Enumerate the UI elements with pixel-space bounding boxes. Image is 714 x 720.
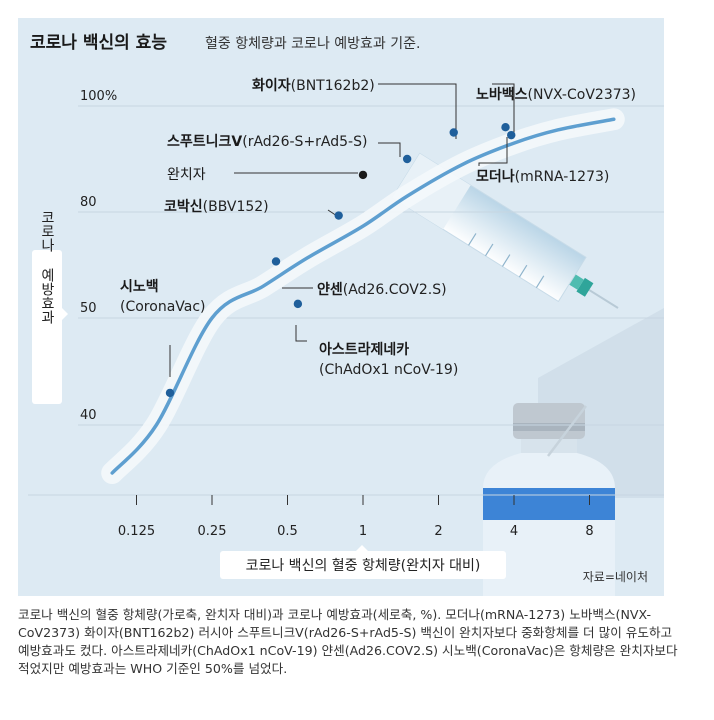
data-point [507,130,516,140]
point-label: 노바백스(NVX-CoV2373) [476,87,636,103]
y-tick-label: 100% [80,89,117,104]
point-label: 아스트라제네카 (ChAdOx1 nCoV-19) [319,341,458,378]
data-points [165,123,516,398]
x-tick-label: 0.5 [277,524,298,539]
chart-subtitle: 혈중 항체량과 코로나 예방효과 기준. [205,36,420,52]
leader-lines [169,83,515,377]
data-point [334,211,343,220]
point-label: 코박신(BBV152) [164,198,269,215]
figure-caption: 코로나 백신의 혈중 항체량(가로축, 완치자 대비)과 코로나 예방효과(세로… [18,607,678,676]
x-axis-label-box [220,545,506,579]
point-label: 모더나(mRNA-1273) [476,169,609,185]
point-label: 얀센(Ad26.COV2.S) [317,281,447,298]
chart-figure: 코로나 백신의 효능 혈중 항체량과 코로나 예방효과 기준. 40 50 80 10… [18,18,664,596]
fit-curve [110,117,616,475]
y-tick-label: 40 [80,408,97,423]
data-point [501,123,510,132]
x-tick-label: 2 [434,524,442,539]
x-tick-label: 0.125 [118,524,155,539]
x-tick-label: 0.25 [198,524,227,539]
chart-title: 코로나 백신의 효능 [30,33,167,53]
vial-illustration [483,403,615,596]
data-point [358,170,368,180]
data-point [449,128,458,137]
y-axis-label-box [32,250,68,404]
point-label: 스푸트니크V(rAd26-S+rAd5-S) [167,134,367,150]
data-point [165,388,175,398]
y-tick-labels: 40 50 80 100% [80,89,117,423]
chart-canvas: 코로나 백신의 효능 혈중 항체량과 코로나 예방효과 기준. 40508010… [28,33,664,596]
point-label: 시노백 (CoronaVac) [120,279,206,315]
y-tick-label: 50 [80,301,97,316]
point-label: 화이자(BNT162b2) [252,77,375,94]
x-ticks: 0.125 0.25 0.5 1 2 4 8 [118,495,594,539]
point-label: 완치자 [167,167,206,183]
x-axis-label: 코로나 백신의 혈중 항체량(완치자 대비) [246,558,481,574]
y-axis-label: 코로나 예방효과 [39,210,55,324]
data-point [402,154,412,164]
source-note: 자료=네이처 [583,570,648,584]
data-point [271,257,281,266]
x-tick-label: 1 [359,524,367,539]
point-labels: 화이자(BNT162b2) 노바백스(NVX-CoV2373) 모더나(mRNA-1… [120,77,636,378]
x-tick-label: 8 [585,524,593,539]
data-point [293,299,303,309]
x-tick-label: 4 [510,524,518,539]
y-tick-label: 80 [80,195,97,210]
